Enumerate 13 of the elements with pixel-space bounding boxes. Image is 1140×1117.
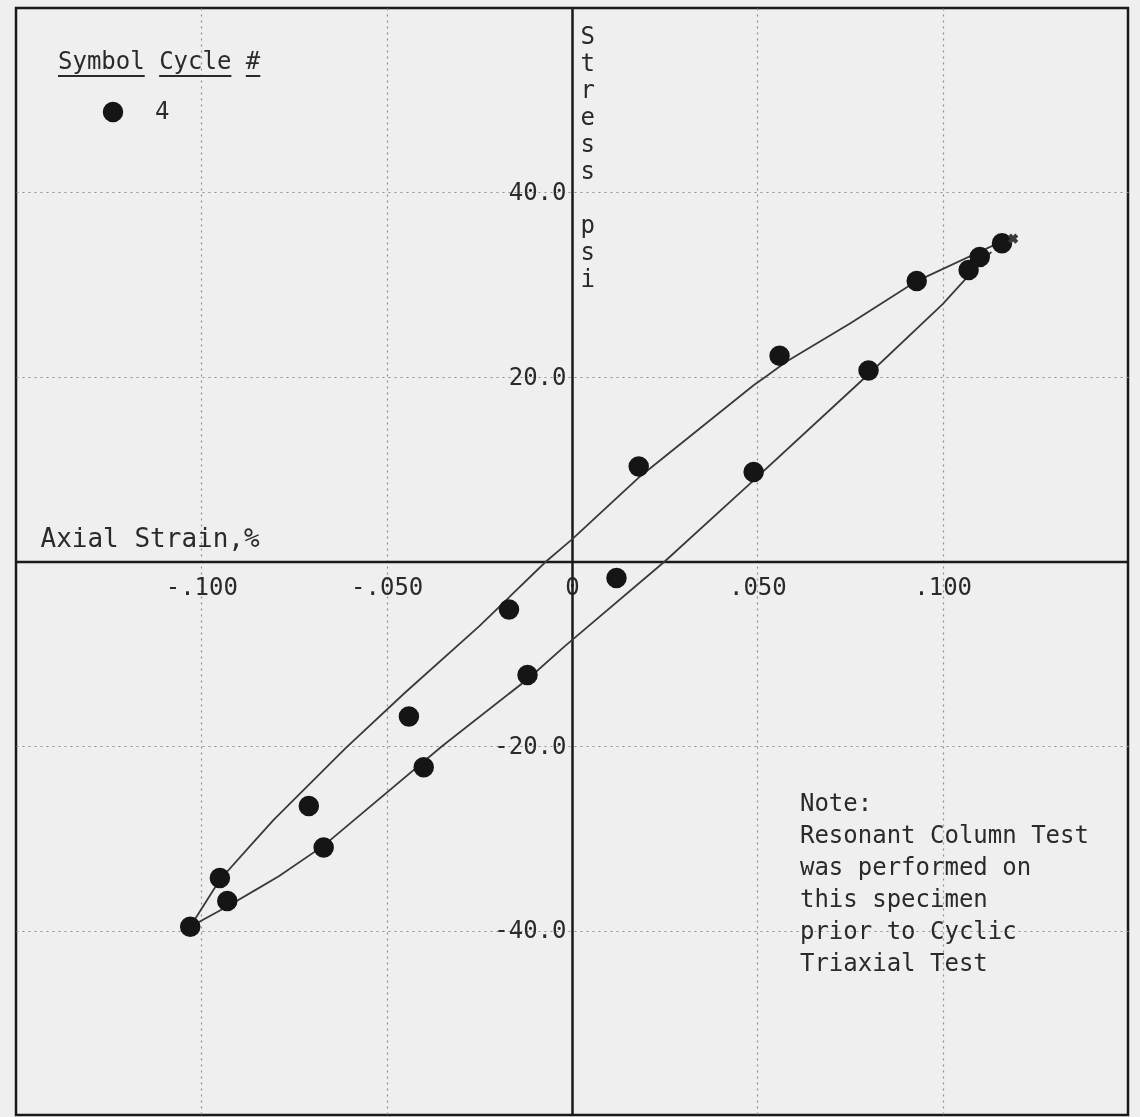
y-tick-label: 20.0: [508, 362, 567, 391]
x-tick-label: -.100: [165, 573, 238, 601]
annotation: Note: Resonant Column Test was performed on this specimen prior to Cyclic Triaxial Test: [799, 788, 1089, 977]
x-axis-title: Axial Strain,%: [40, 523, 260, 553]
x-tick-label: .100: [914, 573, 973, 601]
y-tick-label: -40.0: [494, 916, 567, 944]
y-tick-label: 40.0: [508, 178, 567, 206]
y-tick-label: -20.0: [494, 731, 567, 760]
legend-label: 4: [155, 97, 170, 125]
text: Stress psi: [580, 21, 595, 293]
x-tick-label: .050: [728, 573, 787, 601]
x-tick-label: -.050: [351, 573, 424, 601]
legend-title: Symbol Cycle #: [58, 47, 261, 75]
